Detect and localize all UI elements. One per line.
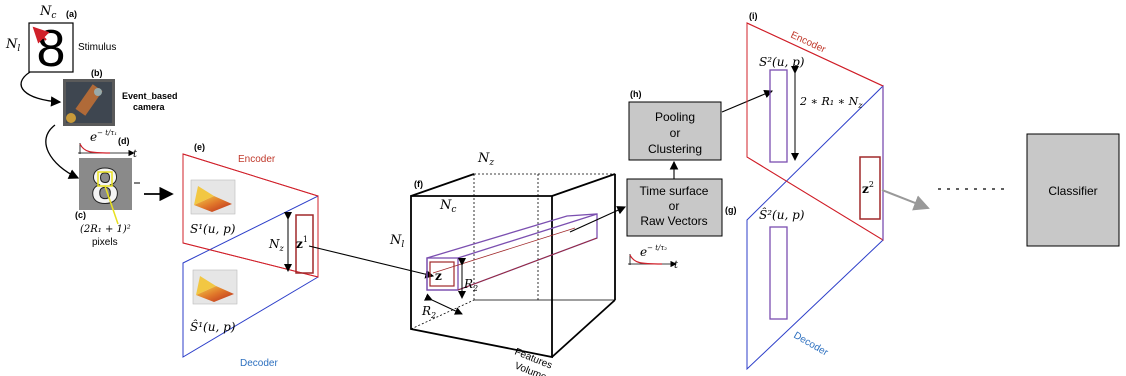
time-surface-box: Time surface or Raw Vectors (g): [626, 178, 737, 237]
layer1-encoder-label: Encoder: [238, 154, 276, 165]
ts-line2: or: [669, 199, 680, 213]
layer1-surface-plot: [190, 179, 236, 215]
layer1-nz-label: Nz: [268, 237, 285, 253]
layer1-s-label: S¹(u, p): [190, 222, 236, 236]
stimulus-digit: 8: [37, 20, 66, 78]
decay-plot-d: e− t/τ₁ (d) t: [78, 129, 138, 160]
layer1-decoder-label: Decoder: [240, 358, 278, 369]
features-volume: (f) Nz Nc Nl z R2 R2 Features Volume: [389, 151, 616, 376]
event-image-c: 8 (c) (2R₁ + 1)² pixels: [75, 158, 140, 248]
volume-nc-label: Nc: [439, 198, 456, 215]
layer1-z-label: z1: [296, 235, 308, 251]
nl-label: Nl: [5, 37, 20, 54]
camera-panel: (b) Event_based camera: [63, 68, 178, 126]
layer2-z-box: [859, 156, 881, 220]
decay-d-expr: e− t/τ₁: [90, 129, 117, 144]
layer2-dim-label: 2 ∗ R₁ ∗ Nz: [799, 95, 863, 110]
camera-to-events-arrow: [45, 124, 80, 179]
patch-expr: (2R₁ + 1)²: [80, 224, 131, 235]
time-surface-rect: [626, 178, 723, 237]
volume-nz-label: Nz: [477, 151, 494, 168]
volume-z-box: [429, 261, 455, 287]
volume-r2-label: R2: [463, 277, 478, 293]
event-frame: [79, 158, 132, 210]
ts-line1: Time surface: [640, 184, 709, 198]
layer2-decoder-label: Decoder: [792, 330, 831, 359]
pooling-box: (h) Pooling or Clustering: [628, 89, 722, 161]
panel-g-label: (g): [725, 205, 737, 215]
stimulus-to-camera-arrow: [20, 71, 62, 107]
panel-a-label: (a): [66, 9, 77, 19]
volume-to-ts-arrow: [569, 206, 627, 233]
panel-f-label: (f): [414, 179, 423, 189]
patch-unit: pixels: [92, 237, 118, 248]
decay-g-axis: t: [674, 260, 679, 271]
pool-line2: or: [670, 126, 681, 140]
pool-line3: Clustering: [648, 142, 702, 156]
layer2-s-hat-label: Ŝ²(u, p): [759, 206, 805, 222]
stimulus-motion-arrow: [32, 26, 50, 44]
volume-z-label: z: [435, 269, 442, 283]
panel-h-label: (h): [630, 89, 642, 99]
classifier-label: Classifier: [1048, 184, 1097, 198]
volume-front-face: [410, 195, 553, 359]
z1-to-volume-arrow: [308, 245, 435, 279]
pooling-rect: [628, 101, 722, 161]
layer2-s-label: S²(u, p): [759, 55, 805, 69]
layer2-s-hat-bar: [769, 226, 788, 320]
classifier-box: Classifier: [1026, 133, 1120, 247]
panel-d-label: (d): [118, 136, 130, 146]
volume-feature-bar: [426, 213, 598, 291]
camera-label-line1: Event_based: [122, 91, 178, 101]
camera-label-line2: camera: [133, 102, 166, 112]
decay-d-axis: t: [133, 149, 138, 160]
stimulus-panel: Nc (a) Nl 8 Stimulus: [5, 4, 116, 78]
volume-r2b-label: R2: [421, 304, 436, 320]
layer1-surface-plot-reconstructed: [192, 269, 238, 305]
stimulus-label: Stimulus: [78, 42, 116, 53]
layer1-autoencoder: (e) Encoder Decoder S¹(u, p) Ŝ¹(u, p) Nz…: [182, 142, 319, 369]
layer1-s-hat-label: Ŝ¹(u, p): [190, 318, 236, 334]
classifier-rect: [1026, 133, 1120, 247]
panel-c-label: (c): [75, 210, 86, 220]
patch-pointer: [104, 185, 119, 225]
decay-g-expr: e− t/τ₂: [640, 244, 667, 259]
panel-i-label: (i): [749, 11, 758, 21]
layer2-z-label: z2: [862, 180, 874, 196]
layer2-s-bar: [769, 69, 788, 163]
nc-label: Nc: [39, 4, 56, 21]
ts-line3: Raw Vectors: [640, 214, 707, 228]
panel-b-label: (b): [91, 68, 103, 78]
pool-line1: Pooling: [655, 110, 695, 124]
panel-e-label: (e): [194, 142, 205, 152]
decay-plot-g: e− t/τ₂ t: [628, 244, 679, 271]
layer2-autoencoder: (i) Encoder Decoder S²(u, p) 2 ∗ R₁ ∗ Nz…: [746, 11, 884, 371]
volume-nl-label: Nl: [389, 233, 404, 250]
layer1-z-box: [295, 214, 314, 274]
z2-arrow: [881, 189, 930, 211]
